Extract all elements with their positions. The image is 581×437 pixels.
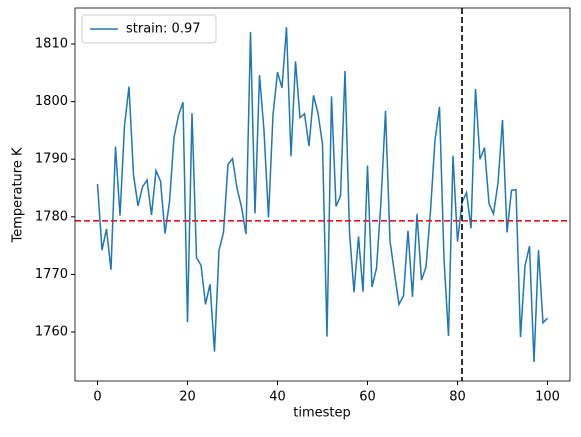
x-tick-label: 60 [359,390,376,405]
x-tick-label: 100 [535,390,560,405]
y-tick-label: 1810 [35,37,68,52]
x-tick-label: 40 [269,390,286,405]
y-tick-label: 1800 [35,94,68,109]
x-axis-label: timestep [293,406,351,421]
y-axis-label: Temperature K [11,147,26,243]
legend-label: strain: 0.97 [126,22,201,37]
x-tick-label: 0 [93,390,101,405]
y-tick-label: 1760 [35,325,68,340]
legend-box [81,14,217,44]
plot-frame [74,7,571,382]
y-tick-label: 1780 [35,209,68,224]
y-tick-label: 1770 [35,267,68,282]
x-tick-label: 20 [179,390,196,405]
data-line [96,27,549,363]
x-tick-label: 80 [449,390,466,405]
y-tick-label: 1790 [35,152,68,167]
